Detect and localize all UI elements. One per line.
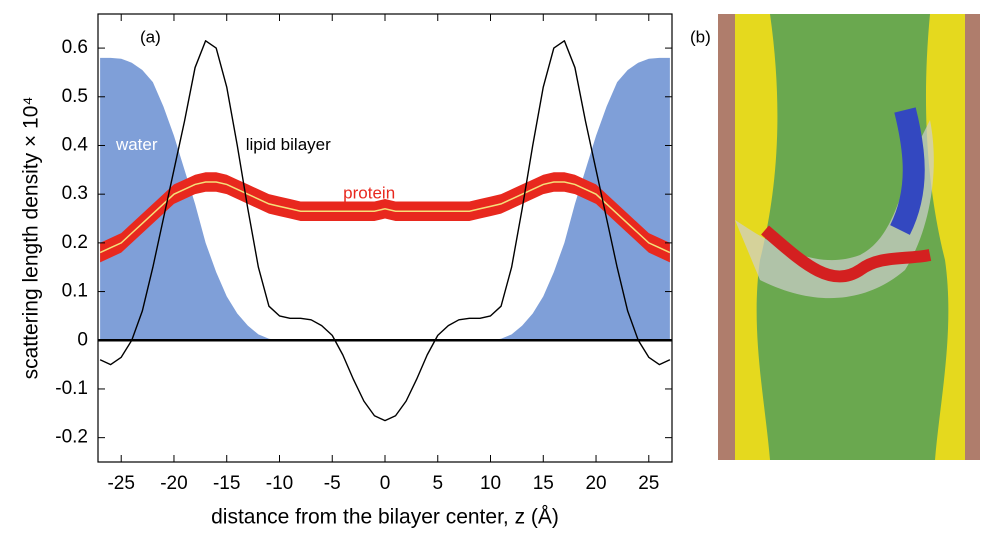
- y-tick-label: -0.1: [55, 378, 88, 399]
- x-axis-label: distance from the bilayer center, z (Å): [211, 506, 559, 529]
- x-tick-label: 15: [533, 473, 554, 494]
- x-tick-label: -5: [324, 473, 341, 494]
- protein-band: [100, 172, 670, 263]
- series-label: lipid bilayer: [246, 135, 331, 154]
- panel-label: (b): [690, 27, 711, 46]
- water-area: [100, 57, 670, 341]
- x-tick-label: -15: [213, 473, 240, 494]
- x-tick-label: -20: [160, 473, 187, 494]
- protein-line: [99, 181, 671, 254]
- plot-area: [99, 40, 671, 422]
- x-tick-label: 20: [585, 473, 606, 494]
- y-axis-label: scattering length density × 10⁴: [20, 97, 43, 380]
- panel-label: (a): [140, 27, 161, 46]
- x-tick-label: 25: [638, 473, 659, 494]
- y-tick-label: 0.2: [62, 232, 88, 253]
- lipid-line: [99, 40, 671, 422]
- x-tick-label: 10: [480, 473, 501, 494]
- molecular-image: [718, 14, 980, 460]
- x-tick-label: 0: [380, 473, 391, 494]
- y-tick-label: 0.6: [62, 37, 88, 58]
- series-label: protein: [343, 184, 395, 203]
- y-tick-label: 0.3: [62, 183, 88, 204]
- x-tick-label: 5: [432, 473, 443, 494]
- series-label: water: [115, 135, 158, 154]
- y-tick-label: -0.2: [55, 427, 88, 448]
- y-tick-label: 0.4: [62, 134, 89, 155]
- y-tick-label: 0.5: [62, 86, 88, 107]
- y-tick-label: 0: [77, 329, 88, 350]
- x-tick-label: -10: [266, 473, 293, 494]
- x-tick-label: -25: [107, 473, 134, 494]
- y-tick-label: 0.1: [62, 281, 88, 302]
